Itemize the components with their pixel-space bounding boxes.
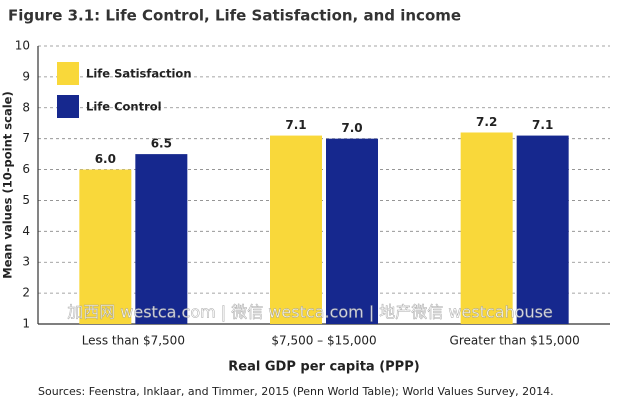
- x-axis-title: Real GDP per capita (PPP): [228, 360, 419, 375]
- x-tick-label: $7,500 – $15,000: [271, 334, 376, 348]
- data-label: 7.2: [476, 115, 497, 129]
- y-tick-label: 8: [22, 100, 30, 114]
- y-tick-label: 4: [22, 224, 30, 238]
- y-tick-label: 10: [15, 39, 30, 53]
- chart-title: Figure 3.1: Life Control, Life Satisfact…: [8, 7, 461, 25]
- legend-swatch: [57, 95, 79, 118]
- y-tick-label: 7: [22, 131, 30, 145]
- y-tick-label: 2: [22, 286, 30, 300]
- data-label: 7.1: [532, 118, 553, 132]
- bar: [326, 138, 378, 324]
- bar: [516, 135, 569, 324]
- y-tick-label: 9: [22, 69, 30, 83]
- data-label: 7.0: [341, 121, 362, 135]
- bar: [79, 169, 132, 324]
- x-tick-label: Greater than $15,000: [450, 334, 580, 348]
- y-tick-label: 5: [22, 193, 30, 207]
- legend-label: Life Control: [86, 100, 162, 114]
- bar: [135, 154, 188, 324]
- bar: [270, 135, 322, 324]
- legend-swatch: [57, 62, 79, 85]
- source-note: Sources: Feenstra, Inklaar, and Timmer, …: [38, 385, 554, 398]
- data-label: 6.5: [151, 137, 172, 151]
- legend-label: Life Satisfaction: [86, 67, 192, 81]
- y-tick-label: 6: [22, 162, 30, 176]
- y-tick-label: 3: [22, 255, 30, 269]
- y-tick-label: 1: [22, 317, 30, 331]
- x-tick-label: Less than $7,500: [82, 334, 185, 348]
- data-label: 6.0: [95, 152, 116, 166]
- watermark: 加西网 westca.com | 微信 westca.com | 地产微信 we…: [67, 303, 553, 322]
- data-label: 7.1: [285, 118, 306, 132]
- bar: [460, 132, 513, 324]
- y-axis-title: Mean values (10-point scale): [1, 91, 15, 278]
